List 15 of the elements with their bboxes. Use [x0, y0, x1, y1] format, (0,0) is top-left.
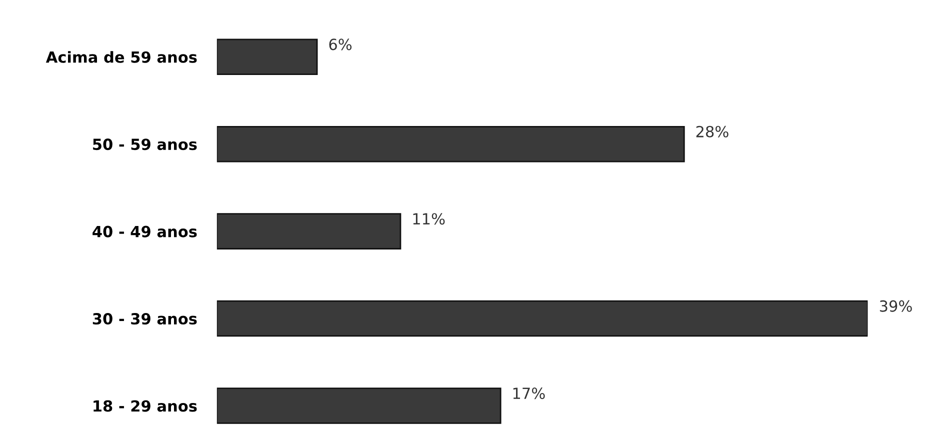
data-label: 28% [696, 126, 728, 138]
data-label: 11% [413, 213, 445, 225]
data-label: 39% [880, 300, 912, 312]
y-tick-label: 18 - 29 anos [94, 400, 197, 412]
bar [216, 126, 685, 162]
y-tick-label: 40 - 49 anos [92, 226, 197, 238]
y-tick-label: 50 - 59 anos [93, 138, 197, 150]
y-tick-label: Acima de 59 anos [46, 51, 197, 63]
bar [216, 300, 868, 337]
bar [216, 388, 502, 424]
bar [216, 213, 402, 250]
y-tick-label: 30 - 39 anos [92, 312, 197, 325]
data-label: 6% [329, 38, 352, 50]
data-label: 17% [513, 388, 545, 400]
bar [216, 38, 318, 76]
